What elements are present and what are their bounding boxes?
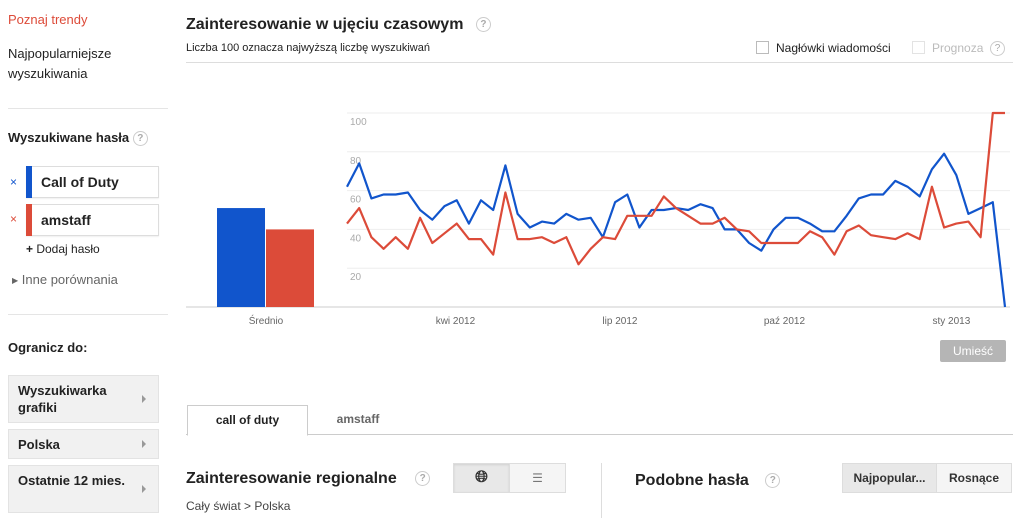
- forecast-label[interactable]: Prognoza: [932, 41, 984, 55]
- chevron-right-icon: [142, 395, 146, 403]
- term-color-bar: [26, 166, 32, 198]
- x-tick-label: sty 2013: [932, 316, 970, 327]
- y-tick-label: 40: [350, 233, 362, 244]
- search-term-amstaff[interactable]: amstaff: [26, 204, 159, 236]
- limit-heading: Ogranicz do:: [8, 340, 88, 355]
- top-related-button[interactable]: Najpopular...: [842, 463, 937, 493]
- add-term-button[interactable]: + Dodaj hasło: [26, 242, 100, 256]
- x-tick-label: paź 2012: [764, 316, 806, 327]
- other-comparisons-toggle[interactable]: ▶ Inne porównania: [12, 272, 118, 287]
- filter-label: Wyszukiwarka grafiki: [18, 383, 107, 415]
- bar-list-icon: ☰: [532, 471, 543, 485]
- chart-subtitle: Liczba 100 oznacza najwyższą liczbę wysz…: [186, 42, 430, 54]
- section-title: Podobne hasła: [635, 472, 749, 489]
- globe-icon: 🌐︎: [475, 469, 488, 486]
- divider: [8, 108, 168, 109]
- plus-icon: +: [26, 242, 37, 256]
- average-bar-0: [217, 208, 265, 307]
- help-icon[interactable]: ?: [765, 473, 781, 489]
- series-line-0: [346, 152, 1007, 308]
- term-label: Call of Duty: [41, 174, 119, 190]
- embed-button[interactable]: Umieść: [940, 340, 1006, 362]
- add-term-label: Dodaj hasło: [36, 242, 100, 256]
- divider: [8, 314, 168, 315]
- remove-term-icon[interactable]: ×: [10, 175, 18, 189]
- triangle-right-icon: ▶: [12, 276, 19, 286]
- breadcrumb-poland: Polska: [254, 499, 291, 513]
- y-tick-label: 60: [350, 195, 362, 206]
- y-tick-label: 100: [350, 117, 367, 128]
- news-headlines-checkbox[interactable]: [756, 41, 769, 54]
- average-bar-1: [266, 229, 314, 307]
- tab-amstaff[interactable]: amstaff: [336, 412, 380, 426]
- filter-search-type[interactable]: Wyszukiwarka grafiki: [8, 375, 159, 423]
- tab-call-of-duty[interactable]: call of duty: [187, 405, 308, 436]
- search-terms-heading: Wyszukiwane hasła ?: [8, 130, 148, 147]
- average-label: Średnio: [249, 314, 284, 327]
- breadcrumb-world[interactable]: Cały świat: [186, 499, 241, 513]
- help-icon[interactable]: ?: [132, 131, 148, 147]
- y-tick-label: 20: [350, 272, 362, 283]
- search-term-call-of-duty[interactable]: Call of Duty: [26, 166, 159, 198]
- other-comparisons-label: Inne porównania: [21, 272, 118, 287]
- interest-over-time-heading: Zainteresowanie w ujęciu czasowym ?: [186, 16, 491, 34]
- filter-label: Ostatnie 12 mies.: [18, 473, 125, 488]
- x-tick-label: lip 2012: [602, 316, 637, 327]
- chevron-right-icon: [142, 485, 146, 493]
- forecast-checkbox[interactable]: [912, 41, 925, 54]
- filter-label: Polska: [18, 437, 60, 452]
- term-color-bar: [26, 204, 32, 236]
- breadcrumb: Cały świat > Polska: [186, 499, 290, 513]
- related-terms-heading: Podobne hasła ?: [635, 472, 781, 490]
- series-line-1: [346, 111, 1005, 266]
- chevron-right-icon: [142, 440, 146, 448]
- divider: [186, 434, 1013, 435]
- top-searches-link[interactable]: Najpopularniejsze wyszukiwania: [8, 46, 112, 81]
- page-title: Zainteresowanie w ujęciu czasowym: [186, 16, 464, 33]
- rising-related-button[interactable]: Rosnące: [936, 463, 1012, 493]
- filter-region[interactable]: Polska: [8, 429, 159, 459]
- y-tick-label: 80: [350, 156, 362, 167]
- list-view-button[interactable]: ☰: [509, 463, 566, 493]
- interest-chart: 20 40 60 80 100 Średnio kwi 2012 lip 2012 paź 20…: [186, 111, 1010, 327]
- help-icon[interactable]: ?: [990, 41, 1005, 56]
- x-tick-label: kwi 2012: [436, 316, 476, 327]
- term-label: amstaff: [41, 212, 91, 228]
- map-view-button[interactable]: 🌐︎: [453, 463, 510, 493]
- vertical-divider: [601, 463, 602, 518]
- explore-trends-link[interactable]: Poznaj trendy: [8, 12, 88, 27]
- help-icon[interactable]: ?: [415, 471, 431, 487]
- breadcrumb-separator: >: [244, 499, 252, 513]
- section-title: Zainteresowanie regionalne: [186, 470, 397, 487]
- help-icon[interactable]: ?: [475, 17, 491, 33]
- search-terms-title: Wyszukiwane hasła: [8, 130, 130, 145]
- divider: [186, 62, 1013, 63]
- regional-interest-heading: Zainteresowanie regionalne ?: [186, 470, 431, 488]
- news-headlines-label[interactable]: Nagłówki wiadomości: [776, 41, 891, 55]
- filter-time-range[interactable]: Ostatnie 12 mies.: [8, 465, 159, 513]
- remove-term-icon[interactable]: ×: [10, 212, 18, 226]
